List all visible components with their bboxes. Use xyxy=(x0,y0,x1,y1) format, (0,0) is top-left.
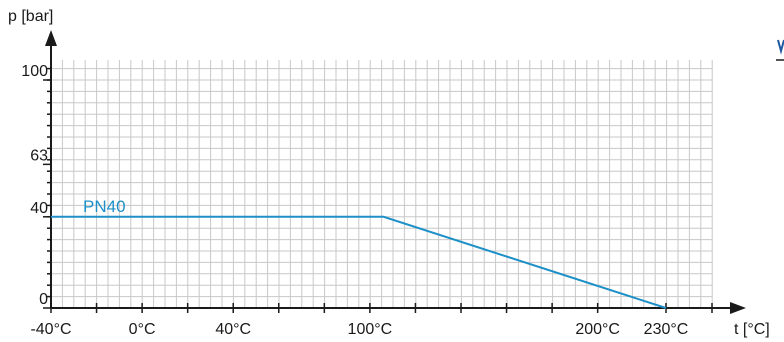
axis-ticks xyxy=(43,67,713,313)
axes xyxy=(45,30,746,314)
x-tick-label: -40°C xyxy=(30,321,71,338)
x-axis-arrow-icon xyxy=(730,302,746,314)
y-tick-label: 100 xyxy=(21,63,48,80)
x-axis-label: t [°C] xyxy=(734,321,770,338)
series-group: PN40 xyxy=(51,197,667,309)
tick-labels: -40°C 0°C 40°C 100°C 200°C 230°C 0 40 63 100 xyxy=(21,63,688,338)
y-tick-label: 0 xyxy=(39,291,48,308)
edge-marker-icon xyxy=(776,39,784,61)
x-tick-label: 0°C xyxy=(129,321,156,338)
y-axis-label: p [bar] xyxy=(8,8,53,25)
series-label-pn40: PN40 xyxy=(83,197,126,216)
x-tick-label: 40°C xyxy=(215,321,251,338)
y-axis-arrow-icon xyxy=(45,30,57,46)
y-tick-label: 40 xyxy=(30,200,48,217)
x-tick-label: 230°C xyxy=(644,321,689,338)
y-tick-label: 63 xyxy=(30,147,48,164)
grid-lines xyxy=(51,60,713,308)
x-tick-label: 100°C xyxy=(348,321,393,338)
series-line-pn40 xyxy=(51,215,667,309)
x-tick-label: 200°C xyxy=(575,321,620,338)
